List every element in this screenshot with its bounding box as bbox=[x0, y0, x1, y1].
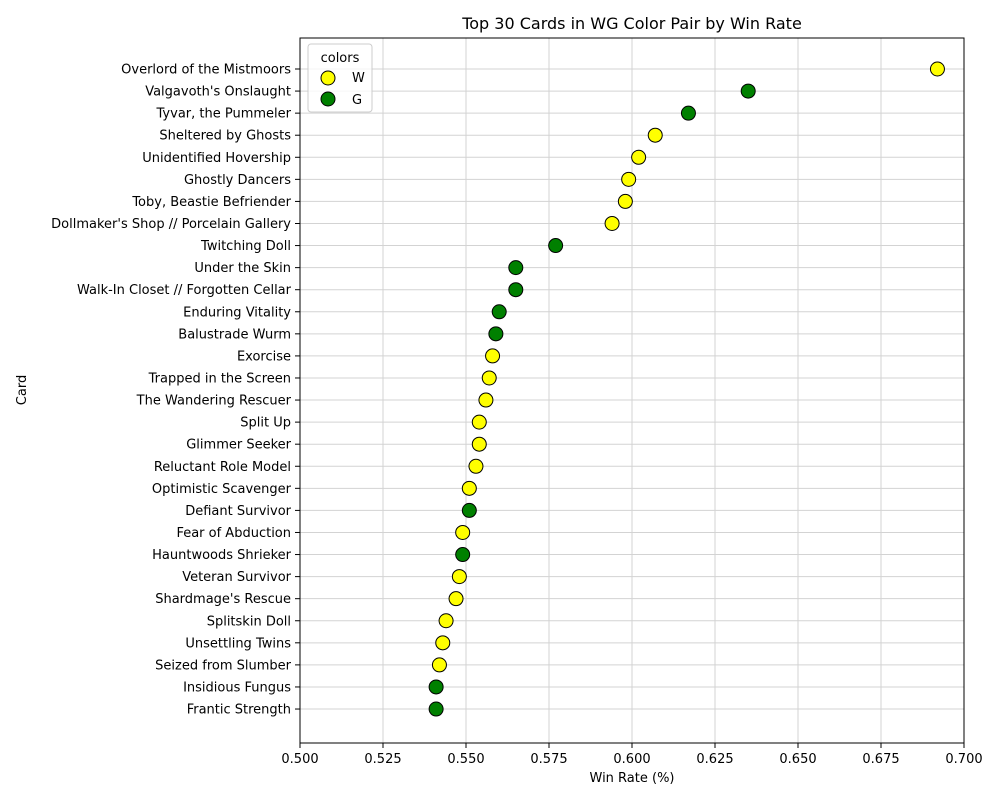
y-tick-label: Dollmaker's Shop // Porcelain Gallery bbox=[51, 217, 291, 232]
data-point bbox=[491, 304, 507, 320]
legend-marker-w bbox=[320, 70, 336, 86]
data-point bbox=[448, 591, 464, 607]
data-point bbox=[461, 502, 477, 518]
y-axis-title: Card bbox=[15, 375, 30, 405]
data-point bbox=[647, 127, 663, 143]
legend-marker-g bbox=[320, 91, 336, 107]
legend-label-w: W bbox=[352, 71, 365, 86]
y-tick-label: Hauntwoods Shrieker bbox=[152, 548, 292, 563]
x-tick-label: 0.550 bbox=[447, 752, 484, 767]
data-point bbox=[455, 524, 471, 540]
data-point bbox=[631, 149, 647, 165]
data-point bbox=[604, 215, 620, 231]
x-tick-label: 0.675 bbox=[862, 752, 899, 767]
legend: colors W G bbox=[307, 43, 373, 113]
legend-title: colors bbox=[321, 51, 360, 66]
y-tick-label: The Wandering Rescuer bbox=[136, 394, 292, 409]
data-point bbox=[481, 370, 497, 386]
chart-title: Top 30 Cards in WG Color Pair by Win Rat… bbox=[461, 14, 802, 33]
y-tick-layer: Overlord of the Mistmoors Valgavoth's Ons… bbox=[51, 63, 300, 718]
data-point bbox=[929, 61, 945, 77]
data-point bbox=[428, 679, 444, 695]
y-tick-label: Frantic Strength bbox=[187, 703, 291, 718]
data-point bbox=[740, 83, 756, 99]
y-tick-label: Veteran Survivor bbox=[182, 570, 291, 585]
y-tick-label: Shardmage's Rescue bbox=[155, 592, 291, 607]
y-tick-label: Twitching Doll bbox=[200, 239, 291, 254]
data-point bbox=[508, 282, 524, 298]
y-tick-label: Splitskin Doll bbox=[207, 614, 291, 629]
data-point bbox=[438, 613, 454, 629]
data-point bbox=[461, 480, 477, 496]
data-point bbox=[428, 701, 444, 717]
data-point bbox=[431, 657, 447, 673]
x-tick-layer: 0.500 0.525 0.550 0.575 0.600 0.625 0.650 0.675… bbox=[281, 743, 983, 767]
data-point bbox=[451, 569, 467, 585]
data-point bbox=[468, 458, 484, 474]
y-tick-label: Sheltered by Ghosts bbox=[159, 129, 291, 144]
x-tick-label: 0.575 bbox=[530, 752, 567, 767]
x-tick-label: 0.500 bbox=[281, 752, 318, 767]
y-tick-label: Overlord of the Mistmoors bbox=[121, 63, 291, 78]
data-point bbox=[485, 348, 501, 364]
data-point bbox=[508, 260, 524, 276]
y-tick-label: Defiant Survivor bbox=[185, 504, 291, 519]
x-tick-label: 0.600 bbox=[613, 752, 650, 767]
y-tick-label: Valgavoth's Onslaught bbox=[145, 85, 291, 100]
y-tick-label: Split Up bbox=[240, 416, 291, 431]
y-tick-label: Exorcise bbox=[237, 349, 291, 364]
data-point bbox=[455, 547, 471, 563]
x-axis-title: Win Rate (%) bbox=[590, 771, 675, 786]
x-tick-label: 0.625 bbox=[696, 752, 733, 767]
y-tick-label: Seized from Slumber bbox=[155, 658, 291, 673]
data-point bbox=[488, 326, 504, 342]
y-tick-label: Balustrade Wurm bbox=[178, 327, 291, 342]
y-tick-label: Tyvar, the Pummeler bbox=[156, 107, 292, 122]
y-tick-label: Walk-In Closet // Forgotten Cellar bbox=[77, 283, 292, 298]
y-tick-label: Trapped in the Screen bbox=[148, 371, 291, 386]
y-tick-label: Unidentified Hovership bbox=[142, 151, 291, 166]
y-tick-label: Under the Skin bbox=[194, 261, 291, 276]
data-point bbox=[617, 193, 633, 209]
points-layer bbox=[428, 61, 945, 717]
data-point bbox=[471, 436, 487, 452]
data-point bbox=[435, 635, 451, 651]
y-tick-label: Enduring Vitality bbox=[183, 305, 291, 320]
data-point bbox=[680, 105, 696, 121]
y-tick-label: Reluctant Role Model bbox=[154, 460, 291, 475]
y-tick-label: Glimmer Seeker bbox=[186, 438, 291, 453]
y-tick-label: Unsettling Twins bbox=[185, 636, 291, 651]
data-point bbox=[471, 414, 487, 430]
x-tick-label: 0.650 bbox=[779, 752, 816, 767]
x-tick-label: 0.525 bbox=[364, 752, 401, 767]
grid-layer bbox=[299, 38, 965, 743]
data-point bbox=[621, 171, 637, 187]
data-point bbox=[478, 392, 494, 408]
y-tick-label: Optimistic Scavenger bbox=[152, 482, 292, 497]
y-tick-label: Fear of Abduction bbox=[176, 526, 291, 541]
y-tick-label: Ghostly Dancers bbox=[184, 173, 291, 188]
y-tick-label: Toby, Beastie Befriender bbox=[131, 195, 291, 210]
y-tick-label: Insidious Fungus bbox=[183, 680, 291, 695]
x-tick-label: 0.700 bbox=[945, 752, 982, 767]
data-point bbox=[548, 238, 564, 254]
legend-label-g: G bbox=[352, 93, 362, 108]
